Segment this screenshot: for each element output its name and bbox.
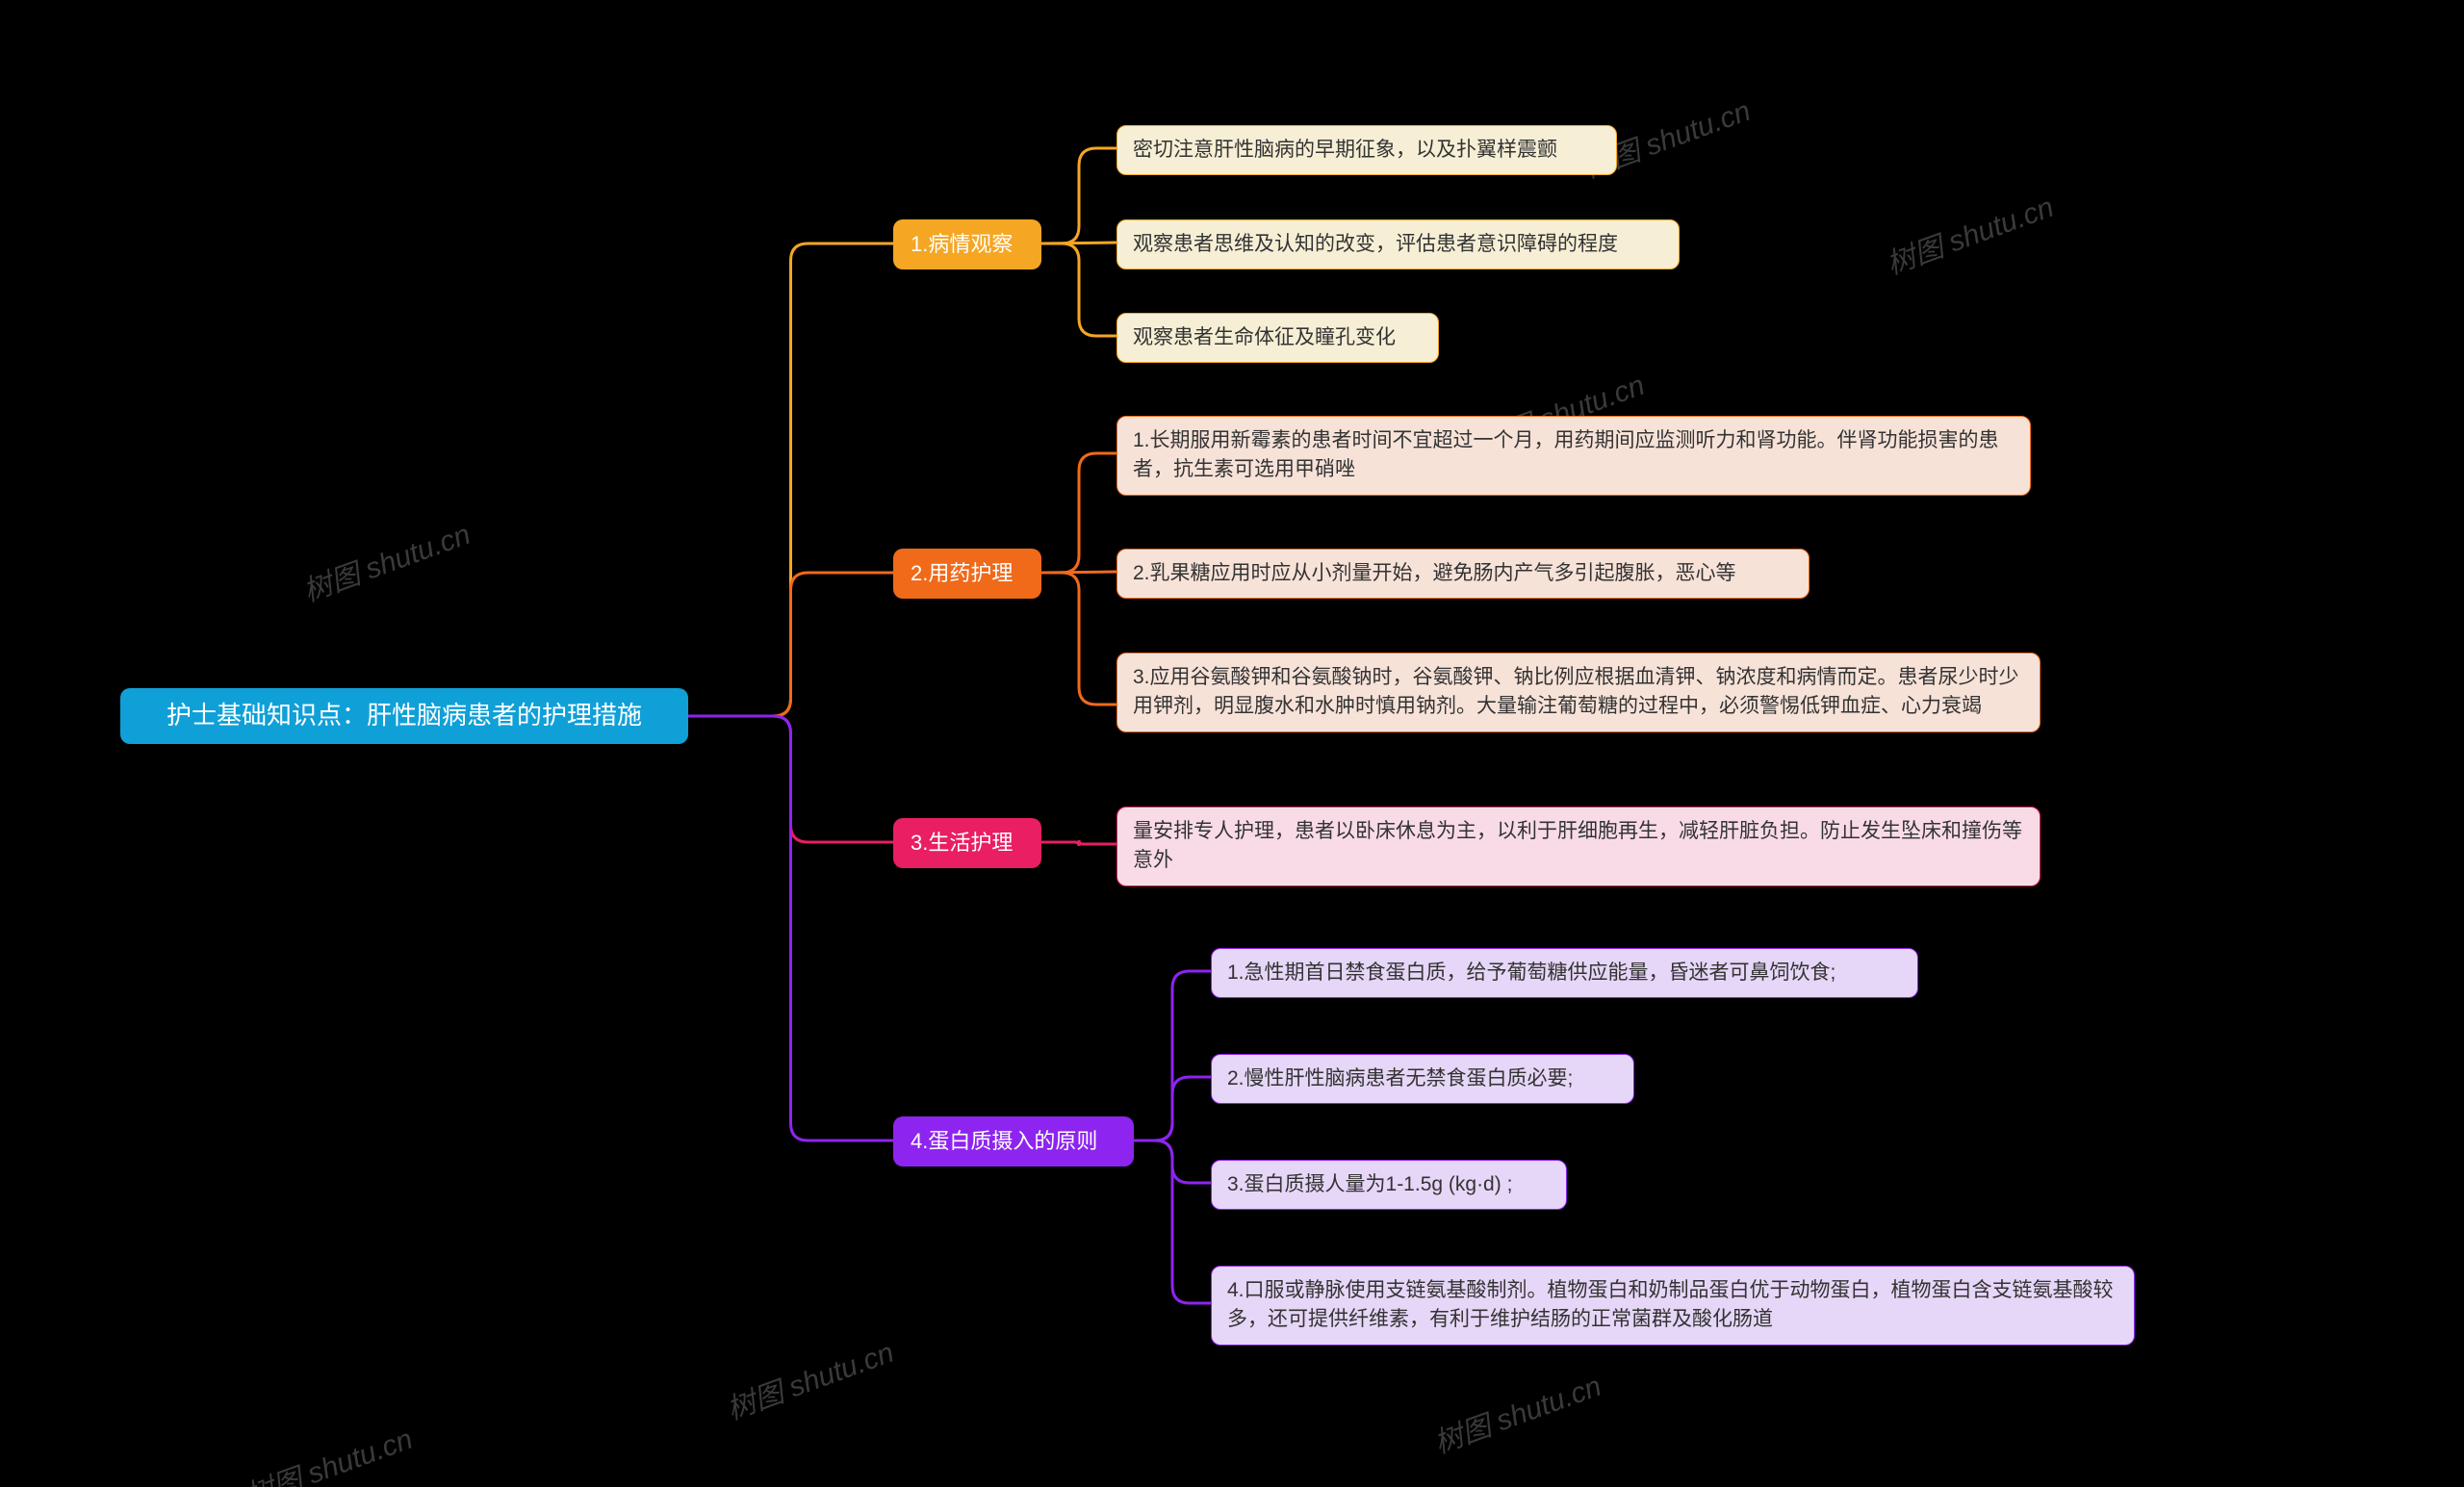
branch-label: 1.病情观察 <box>911 232 1013 256</box>
leaf-node: 2.慢性肝性脑病患者无禁食蛋白质必要; <box>1211 1054 1634 1104</box>
leaf-node: 量安排专人护理，患者以卧床休息为主，以利于肝细胞再生，减轻肝脏负担。防止发生坠床… <box>1116 807 2040 886</box>
leaf-text: 3.应用谷氨酸钾和谷氨酸钠时，谷氨酸钾、钠比例应根据血清钾、钠浓度和病情而定。患… <box>1133 666 2019 717</box>
branch-label: 4.蛋白质摄入的原则 <box>911 1129 1097 1153</box>
leaf-node: 3.应用谷氨酸钾和谷氨酸钠时，谷氨酸钾、钠比例应根据血清钾、钠浓度和病情而定。患… <box>1116 653 2040 732</box>
leaf-node: 2.乳果糖应用时应从小剂量开始，避免肠内产气多引起腹胀，恶心等 <box>1116 549 1810 599</box>
leaf-node: 观察患者生命体征及瞳孔变化 <box>1116 313 1439 363</box>
watermark: 树图 shutu.cn <box>296 510 475 610</box>
leaf-node: 1.长期服用新霉素的患者时间不宜超过一个月，用药期间应监测听力和肾功能。伴肾功能… <box>1116 416 2031 496</box>
leaf-text: 1.急性期首日禁食蛋白质，给予葡萄糖供应能量，昏迷者可鼻饲饮食; <box>1227 961 1835 984</box>
branch-label: 2.用药护理 <box>911 561 1013 585</box>
leaf-text: 1.长期服用新霉素的患者时间不宜超过一个月，用药期间应监测听力和肾功能。伴肾功能… <box>1133 429 1999 480</box>
leaf-text: 4.口服或静脉使用支链氨基酸制剂。植物蛋白和奶制品蛋白优于动物蛋白，植物蛋白含支… <box>1227 1279 2114 1330</box>
leaf-text: 量安排专人护理，患者以卧床休息为主，以利于肝细胞再生，减轻肝脏负担。防止发生坠床… <box>1133 820 2022 871</box>
leaf-text: 密切注意肝性脑病的早期征象，以及扑翼样震颤 <box>1133 139 1557 161</box>
watermark: 树图 shutu.cn <box>1427 1362 1606 1462</box>
leaf-node: 观察患者思维及认知的改变，评估患者意识障碍的程度 <box>1116 219 1680 269</box>
root-label: 护士基础知识点：肝性脑病患者的护理措施 <box>167 701 642 730</box>
branch-node: 2.用药护理 <box>893 549 1041 599</box>
branch-label: 3.生活护理 <box>911 831 1013 855</box>
root-node: 护士基础知识点：肝性脑病患者的护理措施 <box>120 688 688 744</box>
leaf-text: 观察患者思维及认知的改变，评估患者意识障碍的程度 <box>1133 233 1618 255</box>
leaf-text: 观察患者生命体征及瞳孔变化 <box>1133 326 1396 348</box>
leaf-node: 4.口服或静脉使用支链氨基酸制剂。植物蛋白和奶制品蛋白优于动物蛋白，植物蛋白含支… <box>1211 1266 2135 1346</box>
branch-node: 1.病情观察 <box>893 219 1041 269</box>
leaf-node: 1.急性期首日禁食蛋白质，给予葡萄糖供应能量，昏迷者可鼻饲饮食; <box>1211 948 1918 998</box>
leaf-node: 密切注意肝性脑病的早期征象，以及扑翼样震颤 <box>1116 125 1617 175</box>
leaf-node: 3.蛋白质摄人量为1-1.5g (kg·d) ; <box>1211 1160 1567 1210</box>
leaf-text: 2.慢性肝性脑病患者无禁食蛋白质必要; <box>1227 1067 1573 1090</box>
branch-node: 3.生活护理 <box>893 818 1041 868</box>
watermark: 树图 shutu.cn <box>720 1328 899 1428</box>
leaf-text: 2.乳果糖应用时应从小剂量开始，避免肠内产气多引起腹胀，恶心等 <box>1133 562 1736 584</box>
leaf-text: 3.蛋白质摄人量为1-1.5g (kg·d) ; <box>1227 1173 1512 1195</box>
branch-node: 4.蛋白质摄入的原则 <box>893 1116 1134 1167</box>
watermark: 树图 shutu.cn <box>1880 183 2059 283</box>
watermark: 树图 shutu.cn <box>239 1415 418 1487</box>
